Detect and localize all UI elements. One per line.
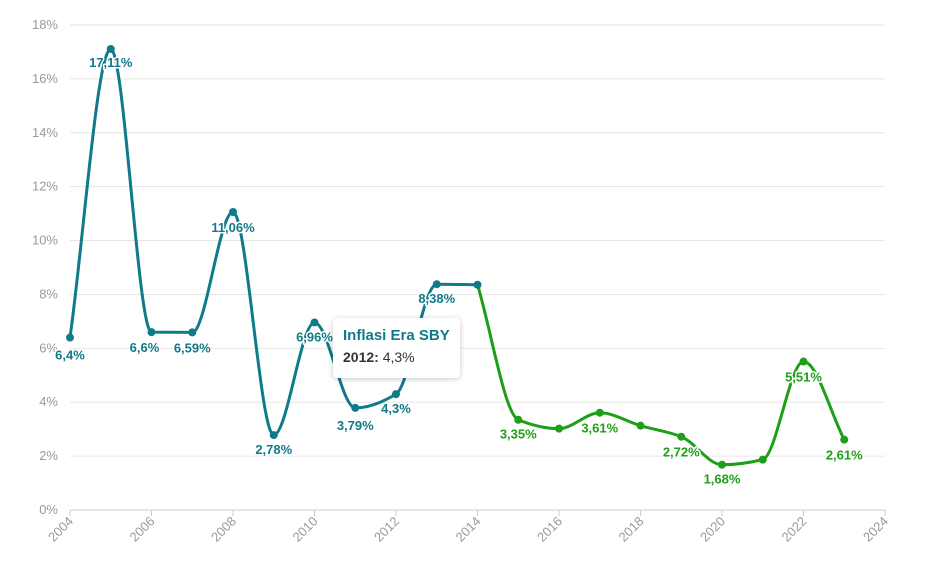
tooltip-body: 2012: 4,3% (343, 349, 415, 365)
data-point-marker (473, 280, 482, 289)
data-point-marker (432, 280, 441, 289)
y-tick-label: 8% (39, 286, 58, 301)
tooltip: Inflasi Era SBY 2012: 4,3% (333, 318, 460, 378)
data-label: 5,51% (785, 370, 822, 385)
data-label: 8,38% (418, 291, 455, 306)
data-point-marker (555, 424, 563, 433)
tooltip-title: Inflasi Era SBY (343, 327, 450, 344)
x-tick-label: 2022 (779, 514, 810, 545)
data-point-marker (269, 431, 278, 440)
x-tick-label: 2016 (534, 514, 565, 545)
data-label: 17,11% (89, 55, 133, 70)
data-point-marker (840, 435, 849, 444)
y-tick-label: 18% (32, 17, 58, 32)
data-point-marker (147, 328, 156, 337)
data-label: 4,3% (381, 401, 411, 416)
series-line-2 (476, 283, 846, 467)
y-tick-label: 10% (32, 233, 58, 248)
y-tick-label: 14% (32, 125, 58, 140)
y-tick-label: 2% (39, 448, 58, 463)
data-point-marker (595, 408, 604, 417)
data-label: 1,68% (704, 472, 741, 487)
data-point-marker (718, 460, 726, 469)
y-tick-label: 6% (39, 340, 58, 355)
data-point-marker (392, 390, 400, 399)
data-point-marker (106, 44, 115, 53)
data-label: 3,35% (500, 427, 537, 442)
y-tick-label: 16% (32, 71, 58, 86)
x-tick-label: 2004 (45, 514, 76, 545)
x-tick-label: 2010 (290, 514, 321, 545)
data-point-marker (758, 455, 767, 464)
data-point-marker (351, 403, 360, 412)
x-tick-label: 2024 (860, 514, 891, 545)
x-tick-label: 2014 (453, 514, 484, 545)
data-label: 2,78% (255, 442, 292, 457)
data-label: 6,59% (174, 340, 211, 355)
data-point-marker (799, 357, 808, 366)
data-point-marker (514, 415, 523, 424)
tooltip-value: 4,3% (382, 349, 415, 365)
data-point-marker (229, 207, 237, 216)
y-tick-label: 4% (39, 394, 58, 409)
tooltip-year: 2012 (343, 349, 375, 365)
data-label: 6,4% (55, 348, 85, 363)
data-point-marker (66, 333, 74, 342)
data-label: 11,06% (211, 220, 255, 235)
data-label: 6,96% (296, 329, 333, 344)
data-point-marker (310, 318, 319, 327)
data-point-marker (636, 421, 645, 430)
data-label: 2,61% (826, 448, 863, 463)
y-tick-label: 0% (39, 502, 58, 517)
x-tick-label: 2006 (127, 514, 158, 545)
data-point-marker (188, 328, 197, 337)
data-point-marker (677, 432, 686, 441)
data-label: 3,61% (581, 421, 618, 436)
x-tick-label: 2012 (371, 514, 402, 545)
x-tick-label: 2008 (208, 514, 239, 545)
data-label: 3,79% (337, 418, 374, 433)
data-label: 2,72% (663, 445, 700, 460)
data-label: 6,6% (130, 340, 160, 355)
y-tick-label: 12% (32, 179, 58, 194)
x-tick-label: 2018 (616, 514, 647, 545)
x-tick-label: 2020 (697, 514, 728, 545)
